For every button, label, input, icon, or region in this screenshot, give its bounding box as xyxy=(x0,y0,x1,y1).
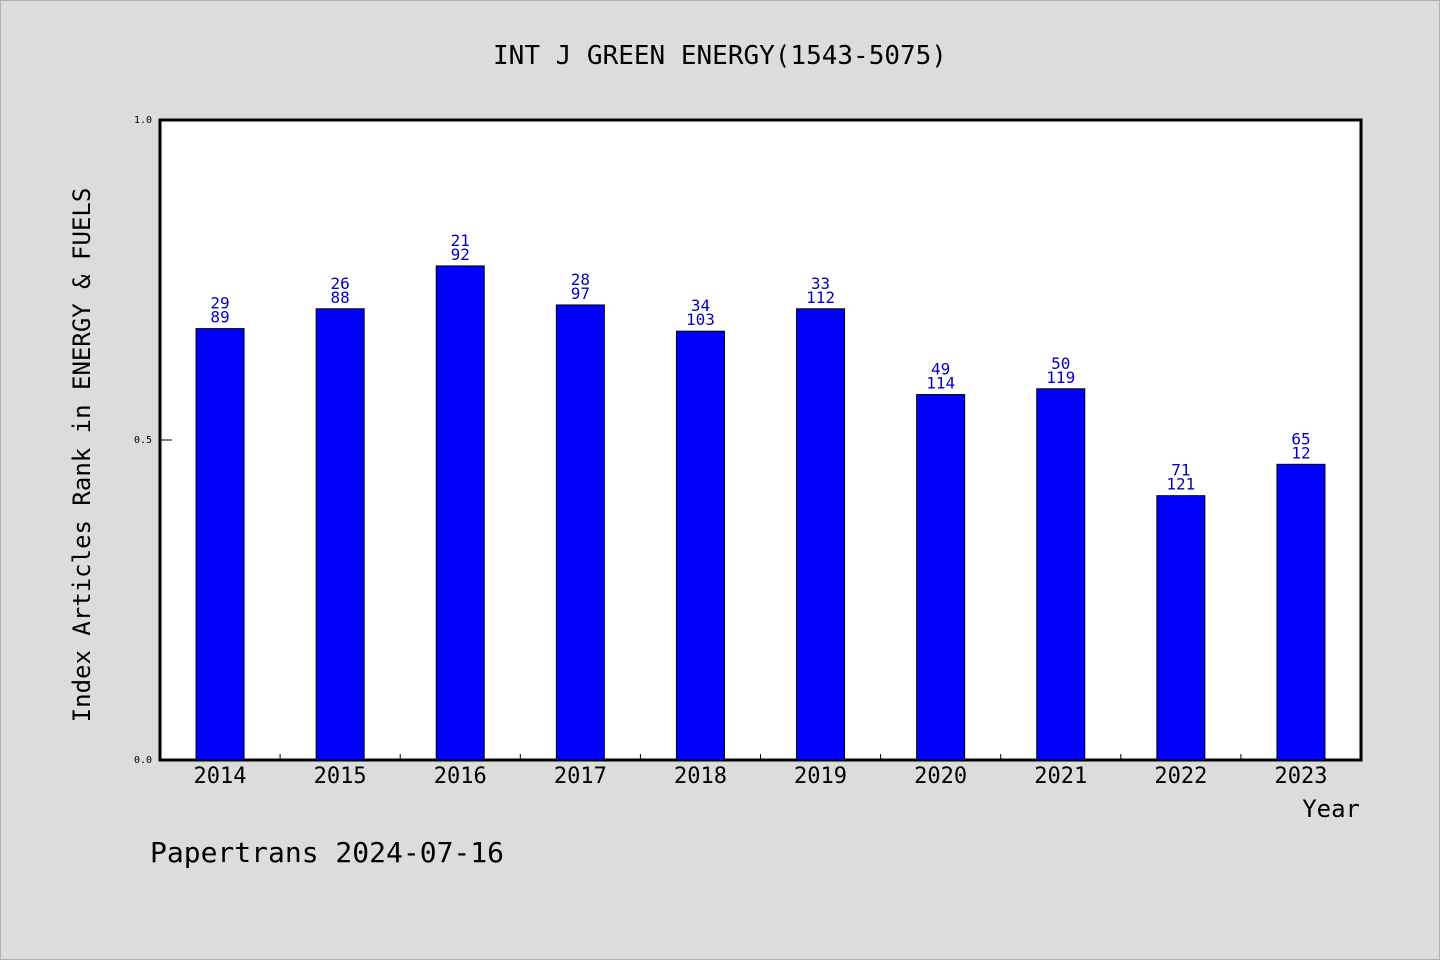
bar-2022 xyxy=(1156,495,1206,761)
bar-label-top-2016: 21 xyxy=(451,231,470,250)
x-axis: 2014 2015 2016 2017 2018 2019 2020 2021 2022 2023 xyxy=(194,754,1327,789)
bar-label-top-2015: 26 xyxy=(331,274,350,293)
y-axis: 0.0 0.5 1.0 xyxy=(134,115,172,766)
bar-label-bottom-2019: 112 xyxy=(806,288,835,307)
bar-label-bottom-2018: 103 xyxy=(686,310,715,329)
bar-label-bottom-2022: 121 xyxy=(1166,475,1195,494)
bar-2021 xyxy=(1036,388,1086,761)
x-tick-label-2018: 2018 xyxy=(674,764,727,789)
x-tick-label-2014: 2014 xyxy=(194,764,247,789)
bar-label-bottom-2017: 97 xyxy=(571,284,590,303)
bar-label-top-2014: 29 xyxy=(210,294,229,313)
bar-2023 xyxy=(1276,463,1326,761)
x-tick-label-2022: 2022 xyxy=(1154,764,1207,789)
x-tick-label-2017: 2017 xyxy=(554,764,607,789)
data-labels-layer: 2989268821922897341033311249114501197112… xyxy=(210,231,1310,494)
bar-label-bottom-2016: 92 xyxy=(451,245,470,264)
bar-label-top-2017: 28 xyxy=(571,270,590,289)
bars-layer xyxy=(195,265,1326,761)
bar-label-bottom-2023: 12 xyxy=(1291,443,1310,462)
x-tick-label-2015: 2015 xyxy=(314,764,367,789)
x-tick-label-2021: 2021 xyxy=(1034,764,1087,789)
bar-2018 xyxy=(675,330,725,761)
y-tick-label: 1.0 xyxy=(134,115,152,126)
y-tick-label: 0.0 xyxy=(134,755,152,766)
x-tick-label-2019: 2019 xyxy=(794,764,847,789)
bar-2016 xyxy=(435,265,485,761)
bar-label-top-2020: 49 xyxy=(931,360,950,379)
bar-label-top-2021: 50 xyxy=(1051,354,1070,373)
x-tick-label-2016: 2016 xyxy=(434,764,487,789)
bar-label-bottom-2021: 119 xyxy=(1046,368,1075,387)
bar-label-bottom-2014: 89 xyxy=(210,308,229,327)
bar-label-top-2019: 33 xyxy=(811,274,830,293)
bar-2020 xyxy=(916,394,966,761)
bar-label-top-2018: 34 xyxy=(691,296,710,315)
bar-2015 xyxy=(315,308,365,761)
y-axis-label: Index Articles Rank in ENERGY & FUELS xyxy=(68,188,96,723)
bar-label-bottom-2015: 88 xyxy=(331,288,350,307)
bar-2014 xyxy=(195,328,245,761)
x-tick-label-2020: 2020 xyxy=(914,764,967,789)
x-tick-label-2023: 2023 xyxy=(1274,764,1327,789)
bar-2019 xyxy=(796,308,846,761)
bar-label-top-2023: 65 xyxy=(1291,429,1310,448)
bar-2017 xyxy=(555,304,605,761)
footer-credit: Papertrans 2024-07-16 xyxy=(150,836,504,869)
bar-label-top-2022: 71 xyxy=(1171,461,1190,480)
x-axis-label: Year xyxy=(1302,795,1360,823)
y-tick-label: 0.5 xyxy=(134,435,152,446)
chart-title: INT J GREEN ENERGY(1543-5075) xyxy=(493,41,947,71)
bar-label-bottom-2020: 114 xyxy=(926,374,955,393)
